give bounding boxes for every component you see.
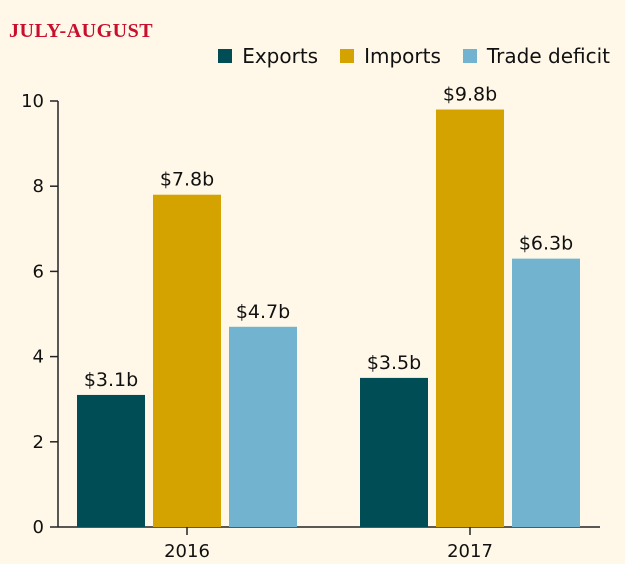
chart-title: JULY-AUGUST: [9, 20, 154, 42]
y-tick-label: 10: [21, 91, 44, 112]
bar: [512, 258, 580, 527]
legend-label-trade-deficit: Trade deficit: [486, 44, 610, 68]
bar: [153, 194, 221, 527]
legend-item-exports: Exports: [218, 44, 318, 68]
y-tick-label: 4: [33, 347, 44, 368]
bar-data-label: $4.7b: [236, 301, 290, 323]
legend-item-trade-deficit: Trade deficit: [462, 44, 610, 68]
bar-data-label: $3.1b: [84, 369, 138, 391]
y-tick-label: 8: [33, 176, 44, 197]
legend-label-imports: Imports: [364, 44, 441, 68]
legend-item-imports: Imports: [340, 44, 441, 68]
y-tick-label: 2: [33, 432, 44, 453]
bar-data-label: $7.8b: [160, 169, 214, 191]
y-tick-label: 6: [33, 261, 44, 282]
legend-swatch-trade-deficit: [462, 49, 477, 63]
bar: [77, 394, 145, 527]
legend: Exports Imports Trade deficit: [196, 44, 610, 68]
y-tick-label: 0: [33, 517, 44, 538]
bar: [229, 326, 297, 527]
legend-swatch-exports: [218, 49, 233, 63]
x-tick-label: 2016: [164, 541, 210, 562]
bar-data-label: $6.3b: [519, 233, 573, 255]
bar: [360, 377, 428, 527]
x-tick-label: 2017: [447, 541, 493, 562]
bar-data-label: $9.8b: [443, 84, 497, 106]
bar-data-label: $3.5b: [367, 352, 421, 374]
legend-label-exports: Exports: [242, 44, 319, 68]
bar: [436, 109, 504, 528]
legend-swatch-imports: [340, 49, 355, 63]
